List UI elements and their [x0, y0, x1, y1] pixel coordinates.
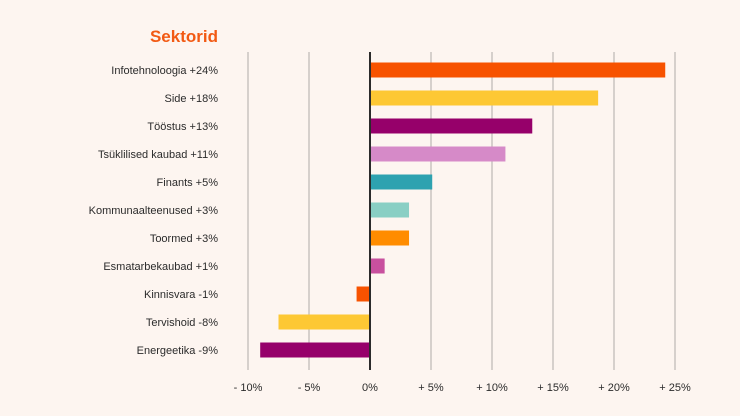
bar — [260, 342, 370, 358]
chart-title: Sektorid — [150, 27, 218, 46]
category-label: Kommunaalteenused +3% — [89, 205, 219, 217]
x-tick-labels: - 10% - 5% 0% + 5% + 10% + 15% + 20% + 25% — [234, 382, 691, 394]
x-tick-label: + 20% — [598, 382, 630, 394]
bar — [278, 314, 370, 330]
category-label: Kinnisvara -1% — [144, 289, 218, 301]
category-label: Toormed +3% — [150, 233, 218, 245]
x-tick-label: 0% — [362, 382, 378, 394]
bar — [370, 174, 433, 190]
category-label: Tsüklilised kaubad +11% — [98, 149, 218, 161]
category-label: Esmatarbekaubad +1% — [103, 261, 218, 273]
x-tick-label: + 10% — [476, 382, 508, 394]
bar — [370, 62, 666, 78]
bar — [370, 90, 599, 106]
category-label: Infotehnoloogia +24% — [111, 65, 218, 77]
bar — [370, 146, 506, 162]
category-label: Finants +5% — [157, 177, 219, 189]
category-label: Tervishoid -8% — [146, 317, 218, 329]
bar — [370, 202, 410, 218]
x-tick-label: + 15% — [537, 382, 569, 394]
x-tick-label: + 25% — [659, 382, 691, 394]
bar — [370, 258, 385, 274]
x-tick-label: + 5% — [418, 382, 444, 394]
bar — [370, 230, 410, 246]
category-label: Energeetika -9% — [137, 345, 219, 357]
x-tick-label: - 10% — [234, 382, 263, 394]
bar — [370, 118, 533, 134]
bar — [356, 286, 370, 302]
category-label: Side +18% — [164, 93, 218, 105]
category-label: Tööstus +13% — [147, 121, 218, 133]
category-labels: Infotehnoloogia +24% Side +18% Tööstus +13… — [89, 65, 219, 357]
bars — [260, 62, 666, 358]
x-tick-label: - 5% — [298, 382, 321, 394]
